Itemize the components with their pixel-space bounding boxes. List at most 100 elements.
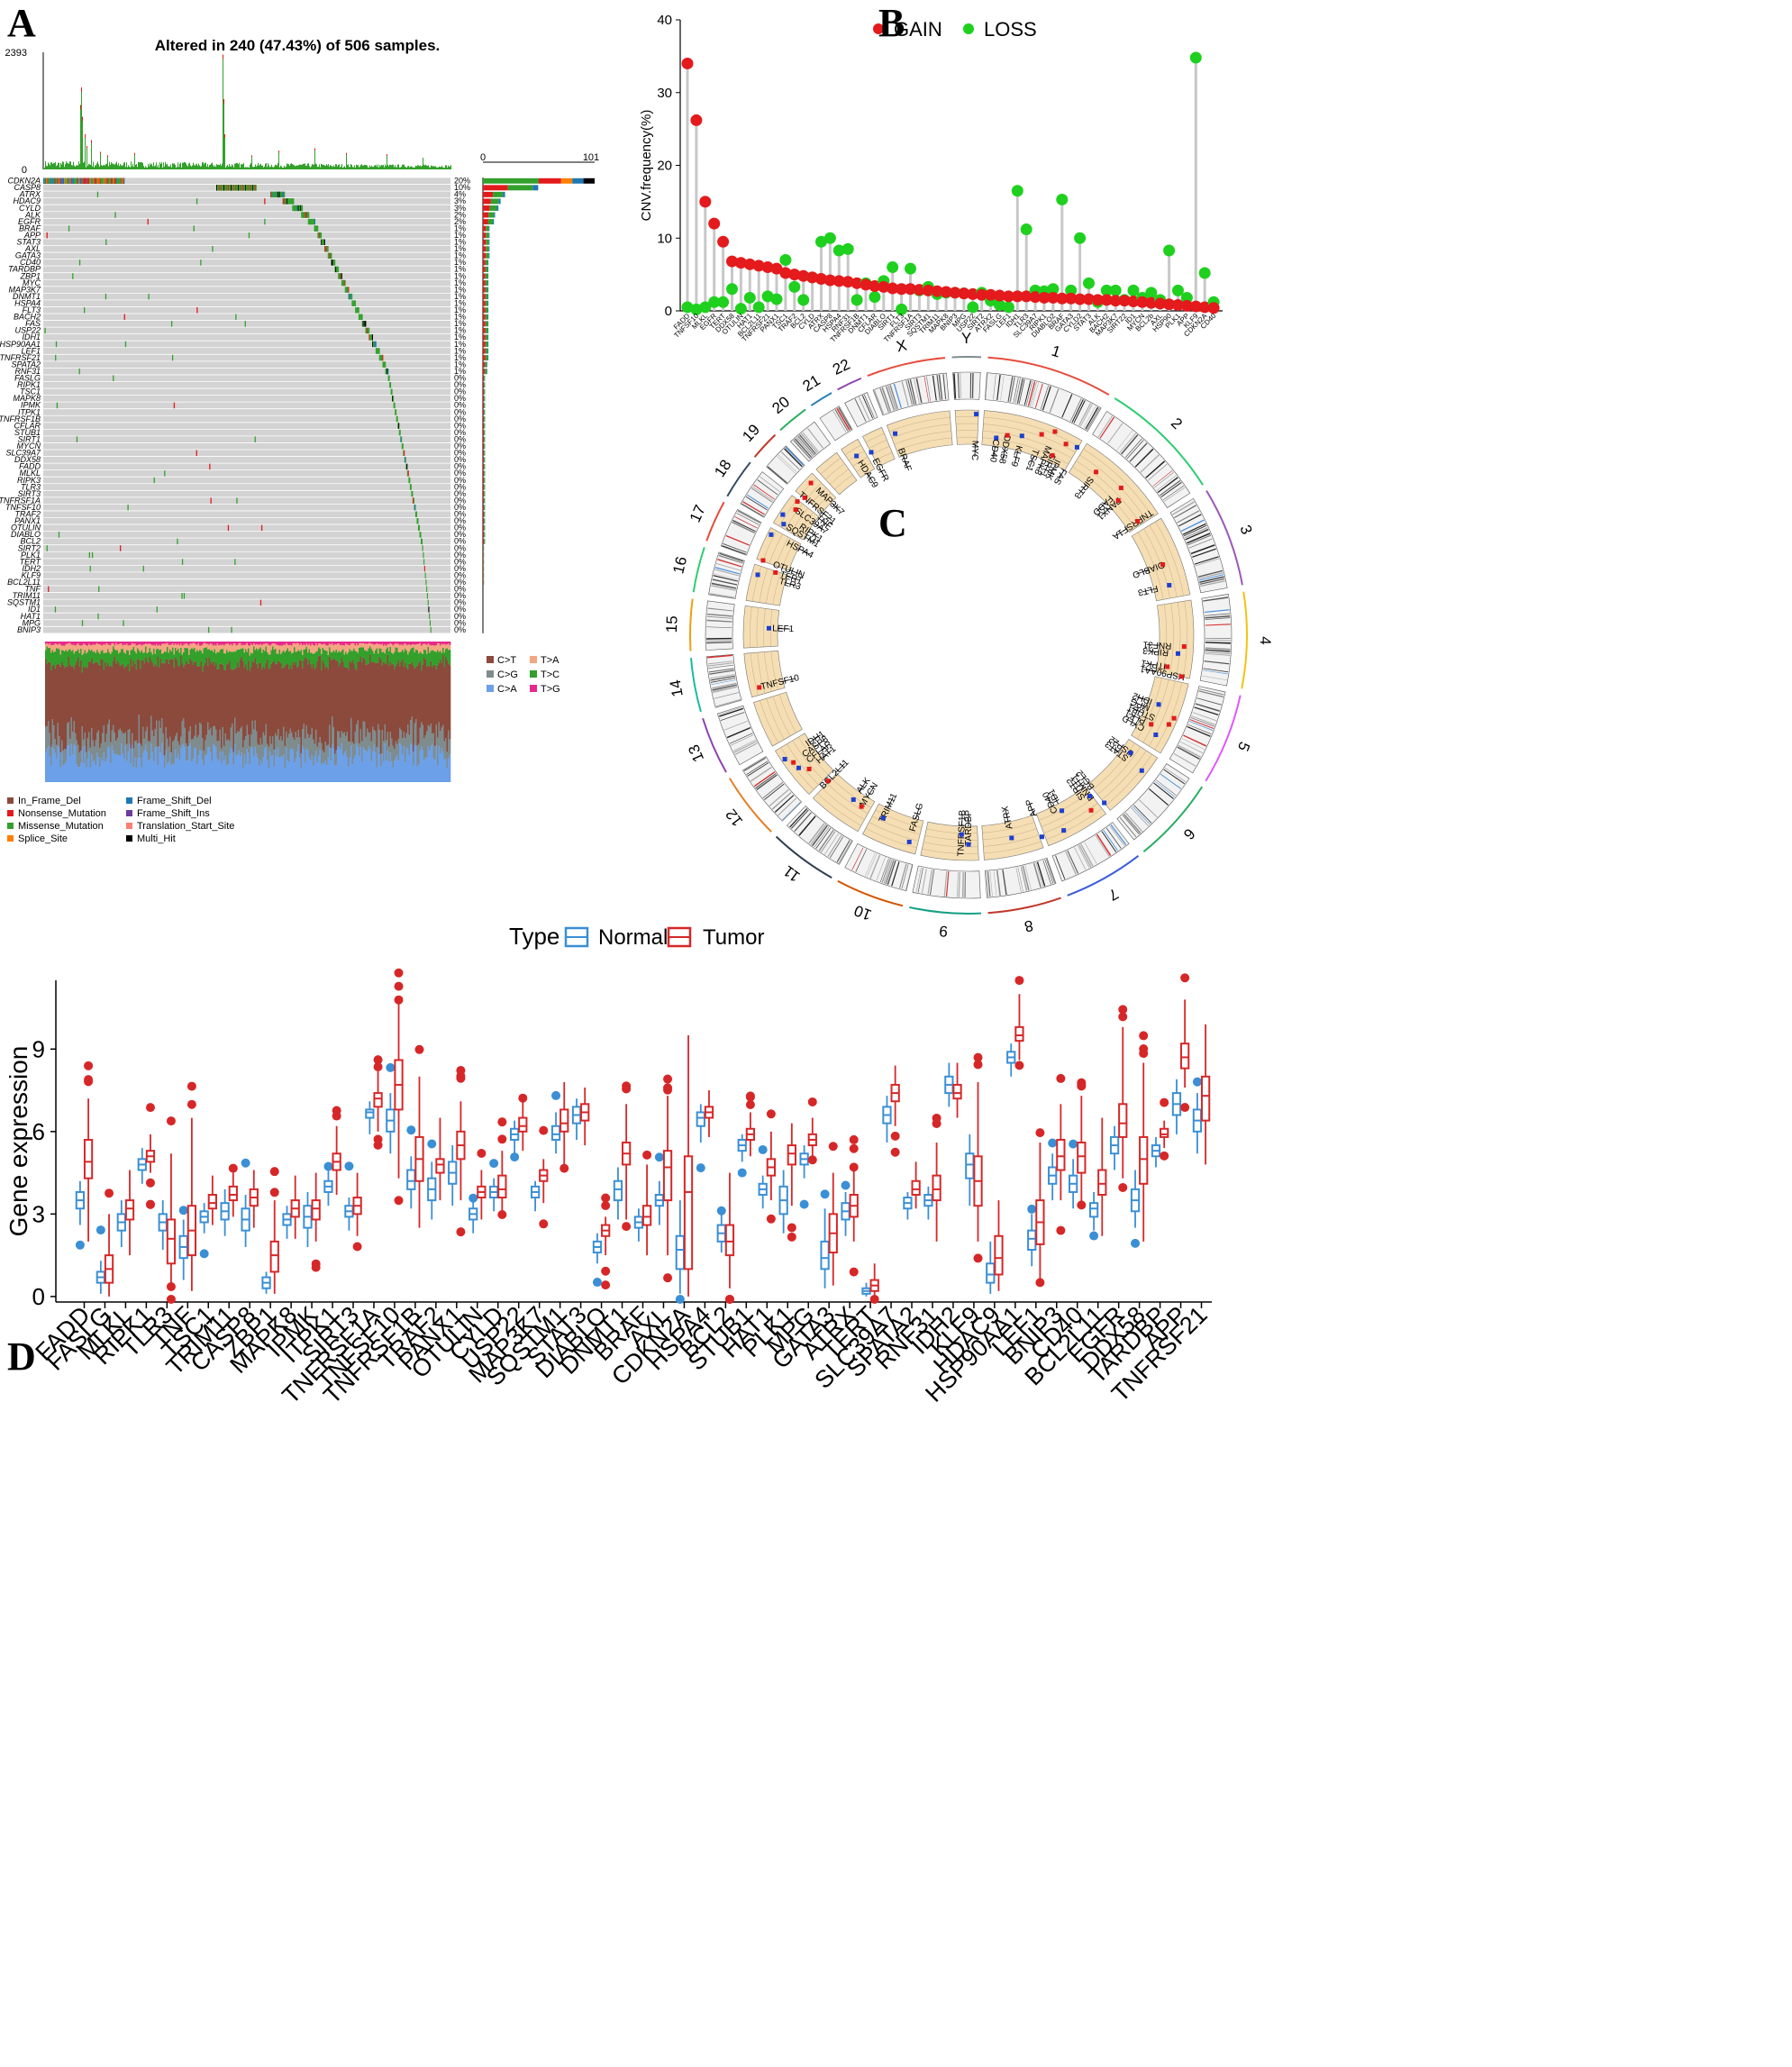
titv-bar-segment [327, 645, 330, 655]
chrom-band [712, 686, 738, 693]
titv-bar-segment [107, 746, 109, 782]
titv-bar-segment [72, 642, 74, 645]
chrom-band [714, 573, 739, 580]
titv-bar-segment [173, 642, 176, 645]
chrom-track-line [775, 537, 789, 567]
tmb-bar [249, 167, 250, 169]
side-bar [483, 511, 485, 517]
titv-bar-segment [319, 737, 322, 750]
tumor-outlier [332, 1111, 341, 1121]
cnv-loss-point [1180, 291, 1193, 304]
oncoplot-cell [244, 321, 246, 327]
titv-bar-segment [46, 748, 49, 782]
titv-bar-segment [427, 642, 430, 644]
normal-outlier [841, 1180, 851, 1190]
titv-bar-segment [376, 662, 378, 747]
titv-bar-segment [410, 742, 412, 782]
titv-bar-segment [96, 642, 98, 643]
chrom-band [708, 668, 734, 673]
titv-bar-segment [132, 649, 133, 667]
chrom-band [1131, 807, 1149, 827]
cnv-loss-point [1047, 283, 1060, 296]
tmb-bar [372, 167, 373, 169]
tumor-box [1056, 1138, 1066, 1171]
titv-bar-segment [407, 749, 409, 782]
side-bar [483, 307, 486, 314]
titv-bar-segment [332, 743, 333, 782]
titv-bar-segment [53, 651, 55, 666]
titv-bar-segment [205, 754, 208, 782]
titv-bar-segment [168, 642, 170, 645]
chrom-ideogram [1169, 686, 1226, 774]
titv-bar-segment [54, 651, 57, 669]
titv-bar-segment [186, 648, 189, 664]
titv-bar-segment [375, 642, 377, 645]
chrom-band [1153, 471, 1175, 488]
titv-bar-segment [386, 740, 387, 760]
titv-bar-segment [196, 763, 198, 782]
cnv-loss-point [851, 294, 863, 306]
titv-bar-segment [184, 642, 186, 644]
tmb-bar [202, 162, 203, 169]
oncoplot-cell [118, 178, 120, 185]
tmb-bar [61, 164, 62, 169]
titv-legend-label: C>G [497, 669, 518, 680]
titv-bar-segment [356, 643, 358, 651]
tmb-bar [353, 167, 354, 169]
tmb-bar [150, 164, 151, 169]
chrom-band [915, 378, 923, 404]
titv-bar-segment [307, 642, 309, 646]
titv-bar-segment [338, 746, 341, 782]
oncoplot-percent-label: 1% [454, 251, 466, 260]
tumor-box [787, 1144, 796, 1166]
tumor-outlier [642, 1150, 652, 1160]
tmb-bar [314, 148, 315, 169]
variant-legend-label: Multi_Hit [137, 833, 176, 844]
tumor-outlier [601, 1266, 611, 1276]
oncoplot-cell [384, 361, 386, 368]
titv-bar-segment [448, 663, 450, 731]
titv-bar-segment [121, 743, 123, 782]
oncoplot-cell [410, 484, 412, 490]
titv-bar-segment [295, 642, 297, 644]
chrom-band [881, 387, 892, 412]
titv-bar-segment [167, 642, 168, 648]
tmb-bar [324, 165, 325, 169]
cnv-gain-point [994, 289, 1005, 302]
chrom-band [1095, 834, 1110, 857]
titv-bar-segment [353, 642, 355, 644]
titv-bar-segment [321, 764, 323, 782]
titv-bar-segment [308, 649, 311, 660]
titv-bar-segment [113, 750, 114, 782]
titv-bar-segment [191, 739, 193, 762]
oncoplot-cell [78, 260, 81, 266]
titv-bar-segment [434, 645, 436, 651]
oncoplot-cell [254, 436, 256, 442]
titv-bar-segment [405, 644, 408, 651]
cnv-loss-point [896, 303, 908, 315]
chrom-ideogram [716, 705, 764, 766]
side-bar [483, 566, 484, 572]
oncoplot-gene-label: FASLG [14, 374, 41, 383]
titv-bar-segment [64, 749, 66, 764]
tmb-bar [167, 163, 168, 169]
oncoplot-percent-label: 1% [454, 223, 466, 232]
chrom-ideogram [766, 445, 805, 485]
titv-bar-segment [335, 644, 338, 650]
side-bar [487, 314, 489, 320]
titv-bar-segment [442, 644, 444, 648]
tumor-outlier [745, 1100, 755, 1110]
titv-bar-segment [127, 664, 130, 731]
titv-bar-segment [224, 653, 227, 670]
titv-bar-segment [389, 647, 392, 662]
tumor-outlier [849, 1143, 859, 1153]
titv-bar-segment [302, 654, 304, 669]
chrom-cnv-track [861, 426, 896, 468]
titv-bar-segment [51, 719, 54, 745]
titv-bar-segment [367, 642, 368, 644]
titv-bar-segment [422, 724, 424, 751]
titv-bar-segment [338, 643, 341, 651]
oncoplot-percent-label: 1% [454, 305, 466, 314]
titv-bar-segment [122, 753, 124, 782]
titv-bar-segment [45, 658, 47, 727]
